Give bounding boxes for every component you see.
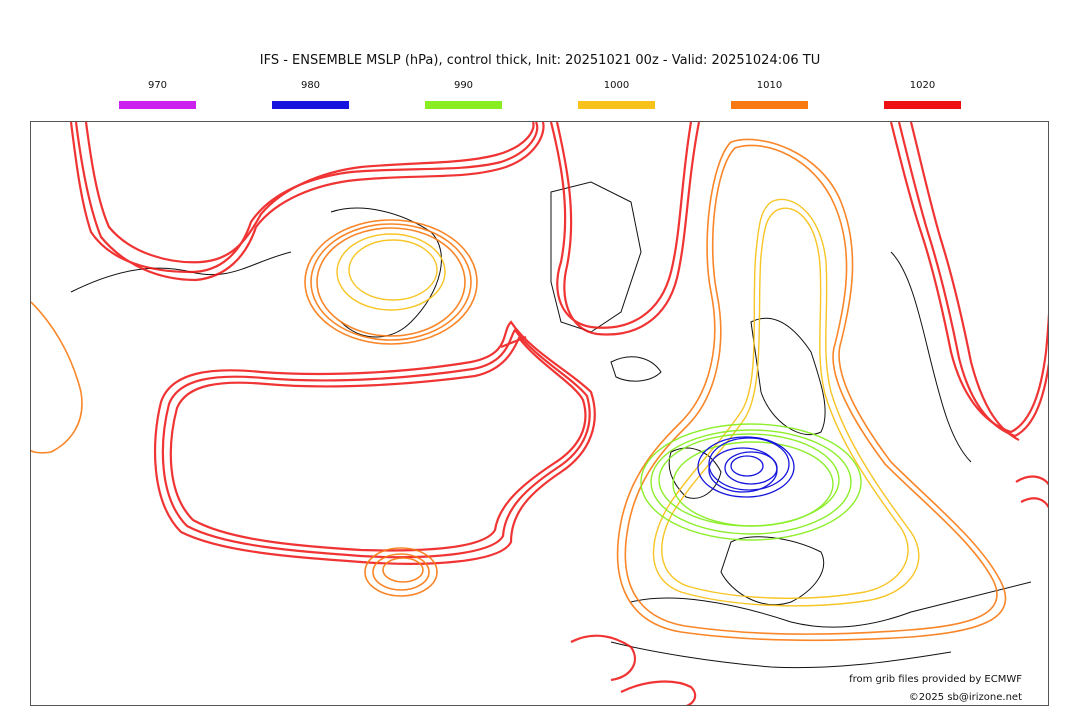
legend-swatch — [425, 101, 502, 109]
isobars-1020 — [69, 122, 1048, 705]
map-title: IFS - ENSEMBLE MSLP (hPa), control thick… — [259, 53, 821, 68]
data-source-credit: from grib files provided by ECMWF — [849, 674, 1022, 685]
legend-item-980: 980 — [272, 79, 349, 109]
map-canvas — [31, 122, 1048, 705]
legend-label: 980 — [300, 80, 321, 91]
coastlines — [70, 181, 1032, 669]
isobars-1010 — [31, 138, 1007, 642]
legend-label: 1020 — [909, 80, 936, 91]
legend-label: 990 — [453, 80, 474, 91]
legend-item-1000: 1000 — [578, 79, 655, 109]
legend-label: 1010 — [756, 80, 783, 91]
isobars-1000 — [336, 198, 920, 607]
legend-item-1020: 1020 — [884, 79, 961, 109]
legend-item-990: 990 — [425, 79, 502, 109]
legend-item-970: 970 — [119, 79, 196, 109]
legend-label: 1000 — [603, 80, 630, 91]
legend-swatch — [884, 101, 961, 109]
pressure-legend: 970 980 990 1000 1010 1020 — [0, 79, 1080, 111]
legend-swatch — [578, 101, 655, 109]
copyright-credit: ©2025 sb@irizone.net — [908, 692, 1022, 703]
legend-swatch — [119, 101, 196, 109]
legend-label: 970 — [147, 80, 168, 91]
map-area[interactable]: from grib files provided by ECMWF ©2025 … — [30, 121, 1049, 706]
isobars-990 — [640, 423, 862, 541]
legend-item-1010: 1010 — [731, 79, 808, 109]
isobars-980 — [697, 436, 795, 498]
legend-swatch — [731, 101, 808, 109]
legend-swatch — [272, 101, 349, 109]
